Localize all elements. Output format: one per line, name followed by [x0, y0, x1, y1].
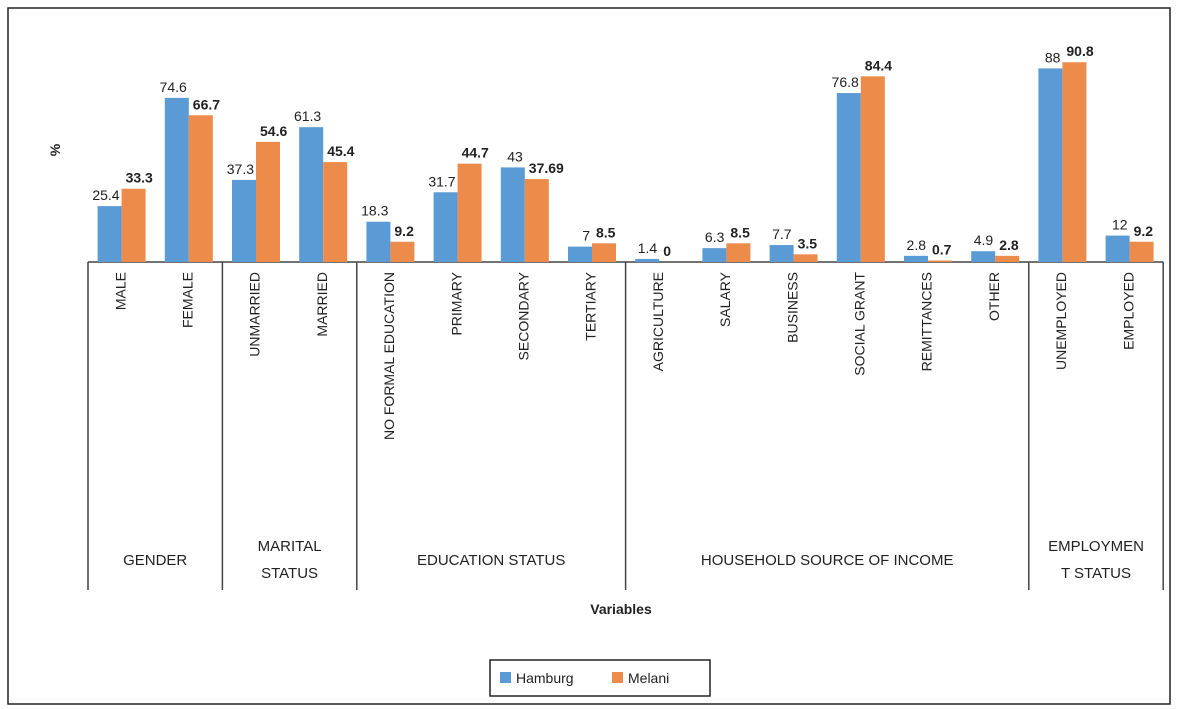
- bar: [323, 162, 348, 262]
- bar: [568, 246, 592, 262]
- bar: [188, 115, 213, 262]
- legend-swatch: [612, 672, 623, 683]
- bar: [592, 243, 616, 262]
- data-label: 12: [1112, 217, 1128, 233]
- data-label: 31.7: [428, 173, 455, 189]
- data-label: 33.3: [126, 170, 153, 186]
- data-label: 8.5: [730, 224, 750, 240]
- x-tick-label: MALE: [112, 272, 128, 310]
- data-label: 44.7: [462, 145, 489, 161]
- bar: [904, 255, 928, 262]
- bar: [1038, 68, 1063, 263]
- bar: [995, 255, 1020, 262]
- group-label: GENDER: [123, 551, 188, 569]
- x-tick-label: UNEMPLOYED: [1053, 272, 1069, 370]
- bar: [299, 127, 324, 262]
- bar: [97, 206, 122, 262]
- x-tick-label: AGRICULTURE: [650, 272, 666, 371]
- legend-label: Melani: [628, 670, 669, 686]
- x-axis-label: Variables: [590, 601, 652, 617]
- bar: [769, 245, 794, 262]
- x-tick-label: TERTIARY: [583, 271, 599, 340]
- group-label: EDUCATION STATUS: [417, 551, 566, 569]
- bar: [457, 163, 482, 262]
- data-label: 25.4: [92, 187, 119, 203]
- data-label: 76.8: [832, 74, 859, 90]
- x-tick-label: REMITTANCES: [919, 272, 935, 371]
- group-label: HOUSEHOLD SOURCE OF INCOME: [700, 551, 954, 569]
- bar: [635, 258, 660, 262]
- bar: [971, 251, 996, 262]
- data-label: 37.3: [227, 161, 254, 177]
- bar: [121, 188, 146, 262]
- bar: [524, 179, 549, 262]
- data-label: 37.69: [529, 160, 564, 176]
- bar: [1129, 241, 1154, 262]
- legend-box: [489, 659, 711, 697]
- data-label: 6.3: [705, 229, 725, 245]
- x-tick-label: MARRIED: [314, 272, 330, 337]
- data-label: 1.4: [638, 240, 658, 256]
- data-label: 43: [507, 148, 523, 164]
- bar: [390, 241, 415, 262]
- legend-swatch: [500, 672, 511, 683]
- x-tick-label: BUSINESS: [784, 272, 800, 343]
- data-label: 0.7: [932, 241, 952, 257]
- y-axis-label: %: [47, 143, 63, 156]
- bar: [1062, 62, 1087, 262]
- frame: [7, 7, 1171, 705]
- data-label: 74.6: [160, 79, 187, 95]
- bar: [433, 192, 458, 262]
- data-label: 18.3: [361, 203, 388, 219]
- x-tick-label: OTHER: [986, 272, 1002, 321]
- bar: [164, 97, 189, 262]
- data-label: 0: [663, 243, 671, 259]
- bar: [500, 167, 525, 262]
- data-label: 2.8: [907, 237, 927, 253]
- bar: [366, 221, 391, 262]
- data-label: 3.5: [798, 235, 818, 251]
- group-label: MARITAL STATUS: [257, 538, 322, 582]
- data-label: 66.7: [193, 96, 220, 112]
- data-label: 4.9: [974, 232, 994, 248]
- data-label: 9.2: [394, 223, 414, 239]
- x-tick-label: SALARY: [717, 271, 733, 327]
- x-tick-label: FEMALE: [180, 272, 196, 328]
- data-label: 88: [1045, 49, 1061, 65]
- data-label: 90.8: [1066, 43, 1093, 59]
- bar: [836, 93, 861, 262]
- data-label: 84.4: [865, 57, 892, 73]
- bar: [793, 254, 818, 262]
- bar: [232, 179, 256, 262]
- data-label: 61.3: [294, 108, 321, 124]
- data-label: 9.2: [1134, 223, 1154, 239]
- data-label: 54.6: [260, 123, 287, 139]
- bar: [928, 260, 952, 262]
- x-tick-label: SOCIAL GRANT: [852, 272, 868, 376]
- x-tick-label: SECONDARY: [516, 271, 532, 360]
- x-tick-label: NO FORMAL EDUCATION: [381, 272, 397, 440]
- x-tick-label: PRIMARY: [448, 271, 464, 335]
- bar: [702, 248, 727, 262]
- bar: [726, 243, 751, 262]
- legend-label: Hamburg: [516, 670, 574, 686]
- bar: [860, 76, 885, 262]
- data-label: 7.7: [772, 226, 792, 242]
- x-tick-label: EMPLOYED: [1120, 272, 1136, 350]
- data-label: 45.4: [327, 143, 354, 159]
- data-label: 8.5: [596, 224, 616, 240]
- group-label: EMPLOYMENT STATUS: [1048, 538, 1144, 582]
- bar: [256, 141, 280, 262]
- data-label: 2.8: [999, 237, 1019, 253]
- x-tick-label: UNMARRIED: [247, 272, 263, 357]
- bar: [1105, 235, 1130, 262]
- data-label: 7: [582, 228, 590, 244]
